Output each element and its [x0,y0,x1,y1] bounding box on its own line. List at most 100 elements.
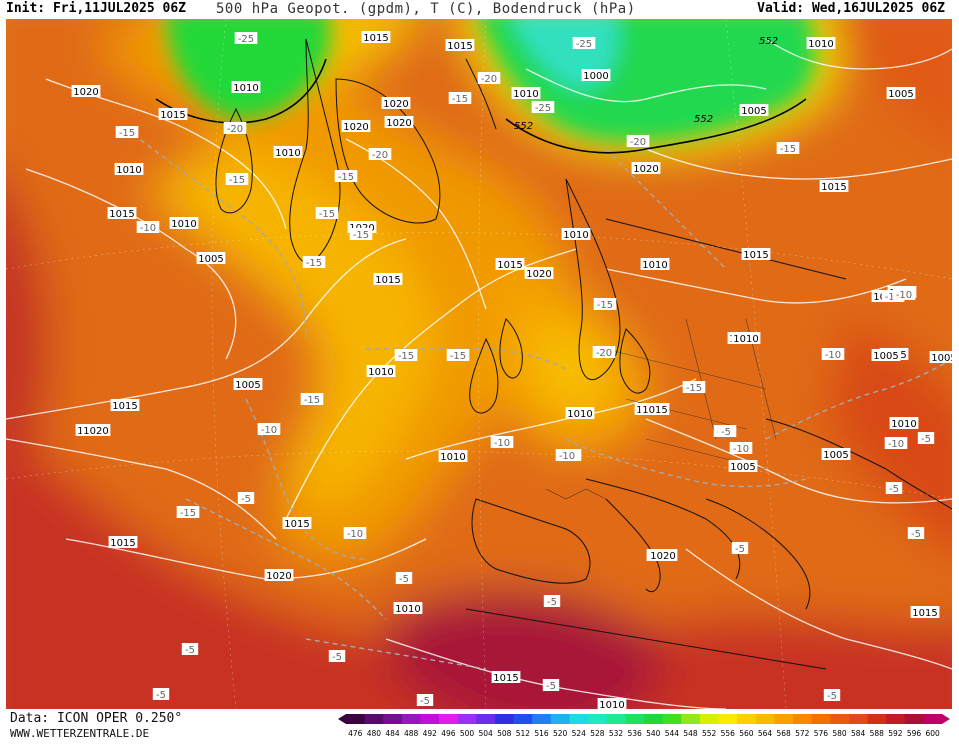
colorbar-tick-label: 516 [534,729,549,738]
isobar-label: 1015 [447,41,472,52]
isotherm-label-bg [136,221,160,233]
isobar-label-bg [806,37,836,49]
isotherm-label-bg [223,122,247,134]
isobar-label-bg [640,403,670,415]
isotherm-label: -10 [733,444,749,455]
colorbar-tick-label: 484 [385,729,400,738]
colorbar-tick-label: 588 [870,729,885,738]
geopotential-contour-label: 552 [694,114,713,125]
isobar-labels: 1015 1020 1015 1010 1010 1010 1015 1010 1005 1020… [71,31,952,709]
colorbar-swatch [867,714,887,724]
isotherm-label: -5 [332,652,342,663]
isobar-label: 1010 [440,452,465,463]
colorbar-tick-label: 564 [758,729,773,738]
colorbar-tick-label: 500 [460,729,475,738]
isobar-label-bg [273,146,303,158]
isotherm-label-bg [343,527,367,539]
isotherm-label: -5 [420,696,430,707]
isotherm-label: -20 [596,348,612,359]
isotherm-label: -5 [546,681,556,692]
isotherm-label-bg [446,349,470,361]
isotherm-label-bg [907,527,925,539]
colorbar-tick-label: 584 [851,729,866,738]
website-label: WWW.WETTERZENTRALE.DE [10,727,150,740]
isobar-label-bg [81,424,111,436]
isobar-label: 1010 [563,230,588,241]
isotherm-label: -20 [630,137,646,148]
isobar-label: 1000 [583,71,608,82]
isotherm-label: -15 [597,300,613,311]
isobar-label: 1005 [873,351,898,362]
isotherm-label: -10 [825,350,841,361]
isobar-label-bg [871,349,901,361]
geopotential-contour-label: 552 [759,36,778,47]
colorbar-swatch [346,714,366,724]
isotherm-label-bg [572,37,596,49]
isobar-label: 1015 [743,250,768,261]
colorbar-tick-label: 568 [777,729,792,738]
isobar-label: 1015 [821,182,846,193]
isobar-label-bg [282,517,312,529]
colorbar-swatch [886,714,906,724]
isotherm-label: -5 [547,597,557,608]
isotherm-label-bg [729,442,753,454]
isobar-label: 1015 [642,405,667,416]
isotherm-labels: -25 -20 -15 -15 -15 -15 -15 -15 -10 -20 -15 -15 -15 -… [115,32,935,707]
isotherm-label-bg [225,173,249,185]
isotherm-label: -25 [238,34,254,45]
isobar-label: 1010 [567,409,592,420]
isobar-label: 1010 [116,165,141,176]
isotherm-label: -15 [450,351,466,362]
isobar-label: 1010 [733,334,758,345]
isobar-label: 1005 [730,462,755,473]
isobar-label-bg [731,332,761,344]
isotherm-label-bg [885,482,903,494]
isotherm-label: -15 [780,144,796,155]
isobar-label: 1005 [235,380,260,391]
colorbar-tick-label: 508 [497,729,512,738]
colorbar-swatch [848,714,868,724]
isotherm-label-bg [917,432,935,444]
isotherm-label-bg [368,148,392,160]
colorbar-tick-label: 520 [553,729,568,738]
isobar-label: 1010 [599,700,624,709]
isotherm-label: -15 [119,128,135,139]
isotherm-label-bg [542,679,560,691]
isotherm-label: -20 [372,150,388,161]
isobar-label: 1010 [171,219,196,230]
colorbar-tick-label: 600 [926,729,941,738]
isobar-label-bg [264,569,294,581]
isobar-label: 1015 [363,33,388,44]
isobar-label: 1010 [642,260,667,271]
isobar-label: 1015 [912,608,937,619]
colorbar-swatch [383,714,403,724]
isobar-label-bg [341,120,371,132]
colorbar-swatch [662,714,682,724]
colorbar-tick-label: 540 [646,729,661,738]
isotherm-label-bg [181,643,199,655]
colorbar-tick-label: 556 [721,729,736,738]
isotherm-label-bg [334,170,358,182]
isobar-label-bg [648,549,678,561]
colorbar-tick-label: 576 [814,729,829,738]
isotherm-label: -5 [185,645,195,656]
colorbar-swatch [923,714,943,724]
colorbar-tick-label: 492 [423,729,438,738]
map-title: 500 hPa Geopot. (gpdm), T (C), Bodendruc… [216,1,636,17]
isotherm-label: -15 [452,94,468,105]
isotherm-label-bg [823,689,841,701]
isobar-label: 1020 [343,122,368,133]
weather-map[interactable]: 1015 1020 1015 1010 1010 1010 1015 1010 1005 1020… [6,19,952,709]
isobar-label-bg [71,85,101,97]
colorbar-swatch [606,714,626,724]
isotherm-label: -10 [261,425,277,436]
colorbar-tick-label: 544 [665,729,680,738]
colorbar-swatch [401,714,421,724]
isobar-label-bg [819,180,849,192]
colorbar-tick-label: 548 [683,729,698,738]
isobar-label-bg [361,31,391,43]
isobar-label-bg [741,248,771,260]
colorbar-tick-label: 580 [832,729,847,738]
isotherm-label: -5 [399,574,409,585]
isotherm-label-bg [717,425,735,437]
